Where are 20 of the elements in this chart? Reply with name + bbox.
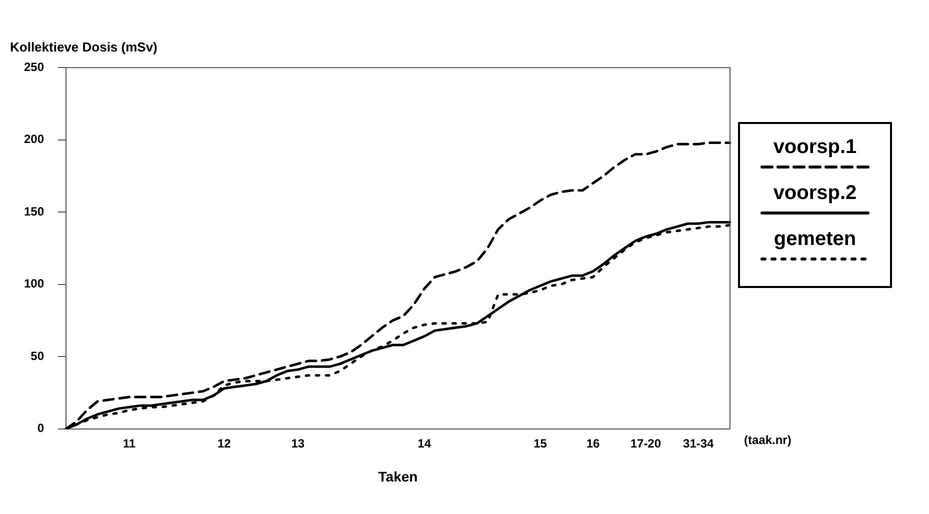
x-tick-label: 12 — [217, 436, 232, 450]
text: gemeten — [772, 228, 858, 251]
y-tick-label: 250 — [24, 60, 44, 74]
x-tick-label: 16 — [586, 436, 600, 450]
text: voorsp.2 — [772, 182, 858, 205]
y-tick-label: 50 — [30, 348, 44, 363]
x-tick-label: 13 — [291, 436, 305, 450]
text: voorsp.1 — [772, 136, 858, 159]
y-tick-label: 0 — [37, 421, 44, 436]
x-tick-label: 14 — [418, 436, 432, 450]
y-tick-label: 200 — [24, 132, 44, 146]
x-axis-title: Taken — [378, 468, 418, 484]
chart-title: Kollektieve Dosis (mSv) — [10, 39, 158, 54]
x-tick-label: 11 — [122, 436, 136, 450]
text: (taak.nr) — [744, 433, 792, 448]
y-tick-label: 150 — [24, 204, 44, 218]
x-tick-label: 17-20 — [630, 436, 662, 450]
x-tick-label: 31-34 — [683, 436, 714, 450]
y-tick-label: 100 — [24, 276, 44, 291]
x-tick-label: 15 — [534, 436, 548, 450]
